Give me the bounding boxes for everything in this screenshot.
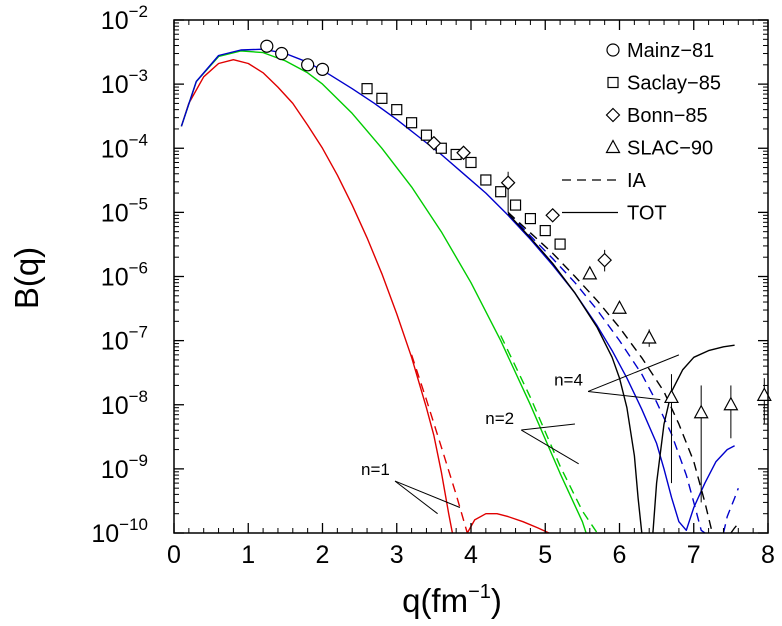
data-point-saclay-85-3 xyxy=(406,117,418,129)
x-tick-label-7: 7 xyxy=(687,541,701,569)
x-tick-label-4: 4 xyxy=(464,541,478,569)
data-point-saclay-85-9 xyxy=(495,186,507,198)
data-point-saclay-85-1 xyxy=(376,92,388,104)
y-tick-label-2: 10−8 xyxy=(101,387,148,420)
x-tick-label-8: 8 xyxy=(761,541,775,569)
curves-layer xyxy=(180,48,739,534)
series-line-8 xyxy=(507,213,643,534)
data-point-slac-90-2 xyxy=(641,329,657,344)
legend-swatch-1 xyxy=(607,76,619,89)
series-line-9 xyxy=(652,344,735,534)
y-tick-label-1: 10−9 xyxy=(101,451,148,484)
annotation-label-0: n=1 xyxy=(361,460,390,479)
y-tick-label-8: 10−2 xyxy=(101,2,148,35)
data-point-saclay-85-13 xyxy=(554,238,566,250)
data-point-slac-90-1 xyxy=(611,299,628,314)
series-line-1 xyxy=(410,354,468,534)
series-line-10 xyxy=(507,211,713,534)
legend-label-5: TOT xyxy=(627,203,667,225)
axes-layer: 0 1 2 3 4 5 6 7 8 10−10 10−9 10−8 10−7 10−6 10−5 10−4 10… xyxy=(91,2,775,569)
series-line-3 xyxy=(180,50,587,534)
x-tick-label-5: 5 xyxy=(538,541,552,569)
data-point-bonn-85-2 xyxy=(500,175,516,191)
x-tick-label-6: 6 xyxy=(613,541,627,569)
x-axis-title-main: q(fm xyxy=(402,582,468,619)
legend-label-0: Mainz−81 xyxy=(627,40,714,62)
y-tick-label-6: 10−4 xyxy=(101,130,148,163)
series-line-0 xyxy=(180,59,454,534)
x-tick-label-0: 0 xyxy=(167,541,181,569)
data-point-saclay-85-10 xyxy=(509,199,522,211)
data-point-saclay-85-12 xyxy=(539,224,551,237)
annotation-leader-0-0 xyxy=(394,480,438,515)
data-point-bonn-85-1 xyxy=(456,145,471,161)
x-axis-title: q(fm−1) xyxy=(402,581,502,619)
data-point-mainz-81-0 xyxy=(260,39,274,53)
x-tick-label-2: 2 xyxy=(316,541,330,569)
legend-swatch-3 xyxy=(605,139,621,154)
annotation-leader-2-1 xyxy=(588,390,661,401)
data-point-bonn-85-3 xyxy=(545,207,561,223)
data-point-slac-90-5 xyxy=(723,396,739,411)
annotations-layer: n=1 n=2 n=4 xyxy=(361,354,680,515)
legend-label-1: Saclay−85 xyxy=(627,73,721,95)
data-point-mainz-81-1 xyxy=(275,46,289,61)
legend-label-2: Bonn−85 xyxy=(627,105,708,127)
x-tick-label-3: 3 xyxy=(390,541,404,569)
data-point-saclay-85-7 xyxy=(465,156,477,169)
y-tick-label-0: 10−10 xyxy=(91,515,148,548)
series-line-6 xyxy=(507,211,706,534)
legend-label-3: SLAC−90 xyxy=(627,138,713,160)
data-point-slac-90-0 xyxy=(582,265,598,280)
x-tick-label-1: 1 xyxy=(241,541,255,569)
data-point-mainz-81-3 xyxy=(315,62,330,76)
markers-layer xyxy=(260,39,772,503)
data-point-saclay-85-11 xyxy=(524,212,537,225)
annotation-leader-1-0 xyxy=(521,423,576,431)
data-point-saclay-85-0 xyxy=(361,83,373,95)
series-line-5 xyxy=(180,48,735,531)
legend-swatch-0 xyxy=(606,43,620,57)
y-tick-label-3: 10−7 xyxy=(101,323,148,356)
series-line-11 xyxy=(730,523,739,534)
x-axis-title-sup: −1 xyxy=(468,581,491,603)
data-point-saclay-85-4 xyxy=(420,129,433,141)
series-line-4 xyxy=(500,335,598,534)
x-axis-title-close: ) xyxy=(491,582,502,619)
data-point-slac-90-3 xyxy=(663,389,679,404)
annotation-label-2: n=4 xyxy=(554,370,583,389)
data-point-mainz-81-2 xyxy=(301,58,315,72)
data-point-bonn-85-0 xyxy=(426,135,442,151)
data-point-saclay-85-2 xyxy=(391,104,403,116)
legend-label-4: IA xyxy=(627,170,647,192)
data-point-saclay-85-8 xyxy=(480,174,492,186)
annotation-leader-0-1 xyxy=(394,480,461,508)
series-line-2 xyxy=(466,513,550,534)
y-axis-title: B(q) xyxy=(8,247,45,309)
annotation-leader-2-0 xyxy=(587,354,680,392)
data-point-slac-90-4 xyxy=(693,404,709,419)
y-tick-label-7: 10−3 xyxy=(101,66,148,99)
series-line-7 xyxy=(722,487,739,534)
data-point-saclay-85-5 xyxy=(435,142,447,154)
data-point-bonn-85-4 xyxy=(597,252,612,268)
annotation-label-1: n=2 xyxy=(485,409,514,428)
y-tick-label-5: 10−5 xyxy=(101,194,148,227)
legend: Mainz−81 Saclay−85 Bonn−85 SLAC−90 IA TOT xyxy=(562,40,721,225)
legend-swatch-2 xyxy=(605,107,621,123)
y-tick-label-4: 10−6 xyxy=(101,259,148,292)
annotation-leader-1-1 xyxy=(521,429,579,465)
